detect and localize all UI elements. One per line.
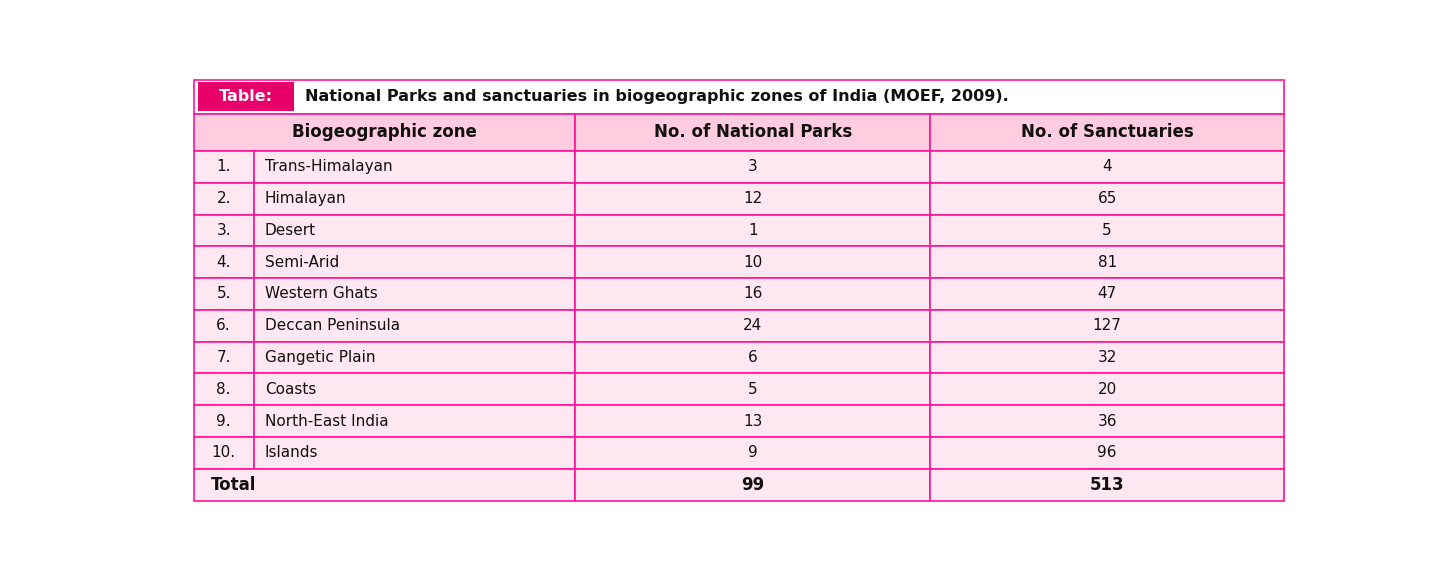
Text: 10: 10: [743, 255, 763, 269]
Bar: [575, 214, 930, 247]
Bar: [575, 310, 930, 341]
Bar: [930, 183, 1285, 214]
Text: 9: 9: [748, 446, 757, 460]
Bar: [254, 247, 575, 278]
Text: North-East India: North-East India: [265, 414, 388, 428]
Text: 8.: 8.: [216, 382, 231, 397]
Bar: [193, 114, 575, 151]
Text: Deccan Peninsula: Deccan Peninsula: [265, 318, 399, 333]
Bar: [254, 437, 575, 468]
Bar: [930, 437, 1285, 468]
Text: 24: 24: [743, 318, 763, 333]
Bar: [193, 405, 254, 437]
Text: Semi-Arid: Semi-Arid: [265, 255, 339, 269]
Text: 1.: 1.: [216, 160, 231, 174]
Bar: [254, 278, 575, 310]
Bar: [930, 374, 1285, 405]
Text: 36: 36: [1097, 414, 1118, 428]
Bar: [254, 341, 575, 374]
Text: 3: 3: [748, 160, 757, 174]
Text: Desert: Desert: [265, 223, 316, 238]
Text: Islands: Islands: [265, 446, 319, 460]
Bar: [930, 114, 1285, 151]
Text: Coasts: Coasts: [265, 382, 316, 397]
Text: Biogeographic zone: Biogeographic zone: [293, 124, 477, 141]
Text: 47: 47: [1097, 287, 1116, 301]
Bar: [575, 183, 930, 214]
Bar: [193, 374, 254, 405]
Bar: [930, 468, 1285, 500]
Bar: [193, 247, 254, 278]
Text: 65: 65: [1097, 191, 1118, 206]
Text: 6.: 6.: [216, 318, 231, 333]
Bar: [254, 183, 575, 214]
Text: 3.: 3.: [216, 223, 231, 238]
Bar: [193, 341, 254, 374]
Text: Himalayan: Himalayan: [265, 191, 346, 206]
Bar: [930, 310, 1285, 341]
Bar: [575, 437, 930, 468]
Bar: [575, 341, 930, 374]
Text: 32: 32: [1097, 350, 1118, 365]
Text: 6: 6: [748, 350, 757, 365]
Bar: [198, 82, 294, 111]
Bar: [575, 374, 930, 405]
Text: 96: 96: [1097, 446, 1118, 460]
Text: 16: 16: [743, 287, 763, 301]
Bar: [930, 247, 1285, 278]
Text: 10.: 10.: [212, 446, 235, 460]
Bar: [193, 80, 1285, 114]
Text: Western Ghats: Western Ghats: [265, 287, 378, 301]
Text: 127: 127: [1093, 318, 1122, 333]
Bar: [930, 278, 1285, 310]
Bar: [254, 151, 575, 183]
Text: Table:: Table:: [219, 89, 273, 104]
Bar: [930, 214, 1285, 247]
Bar: [193, 278, 254, 310]
Bar: [575, 114, 930, 151]
Text: National Parks and sanctuaries in biogeographic zones of India (MOEF, 2009).: National Parks and sanctuaries in biogeo…: [304, 89, 1008, 104]
Bar: [193, 310, 254, 341]
Bar: [254, 310, 575, 341]
Text: 4: 4: [1102, 160, 1112, 174]
Text: 4.: 4.: [216, 255, 231, 269]
Bar: [575, 278, 930, 310]
Text: 81: 81: [1097, 255, 1116, 269]
Bar: [930, 151, 1285, 183]
Text: 513: 513: [1090, 475, 1125, 494]
Text: 99: 99: [741, 475, 764, 494]
Text: 7.: 7.: [216, 350, 231, 365]
Text: 5: 5: [748, 382, 757, 397]
Text: 12: 12: [743, 191, 763, 206]
Text: 5.: 5.: [216, 287, 231, 301]
Bar: [575, 468, 930, 500]
Bar: [254, 405, 575, 437]
Text: 13: 13: [743, 414, 763, 428]
Text: 1: 1: [748, 223, 757, 238]
Bar: [930, 341, 1285, 374]
Bar: [930, 405, 1285, 437]
Bar: [193, 468, 575, 500]
Bar: [254, 214, 575, 247]
Text: 2.: 2.: [216, 191, 231, 206]
Text: 9.: 9.: [216, 414, 231, 428]
Bar: [575, 151, 930, 183]
Text: 20: 20: [1097, 382, 1116, 397]
Text: 5: 5: [1102, 223, 1112, 238]
Bar: [193, 183, 254, 214]
Text: No. of National Parks: No. of National Parks: [653, 124, 852, 141]
Text: Trans-Himalayan: Trans-Himalayan: [265, 160, 392, 174]
Text: Gangetic Plain: Gangetic Plain: [265, 350, 375, 365]
Bar: [193, 437, 254, 468]
Bar: [193, 214, 254, 247]
Text: Total: Total: [211, 475, 255, 494]
Bar: [575, 405, 930, 437]
Text: No. of Sanctuaries: No. of Sanctuaries: [1021, 124, 1194, 141]
Bar: [193, 151, 254, 183]
Bar: [575, 247, 930, 278]
Bar: [254, 374, 575, 405]
